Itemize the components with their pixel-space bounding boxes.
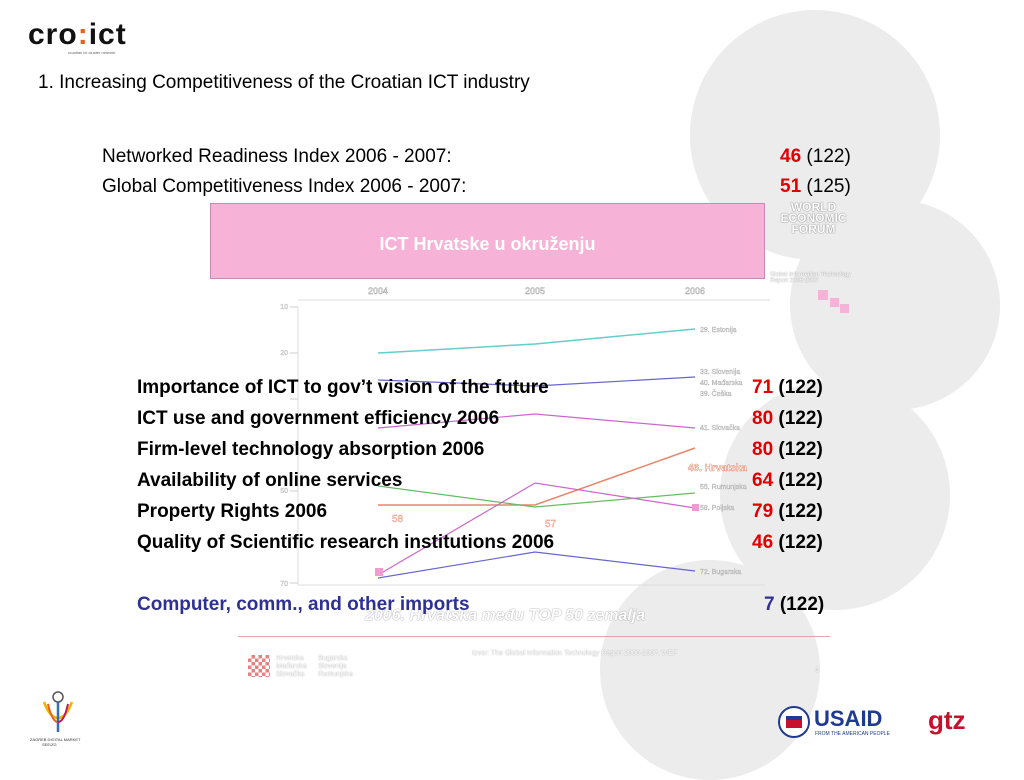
legend-item: Slovenija (318, 663, 347, 670)
series-label: 72. Bugarska (700, 569, 741, 576)
embedded-chart: 2004 2005 2006 10 20 50 70 29. Estonija … (280, 286, 770, 588)
series-line (377, 482, 696, 576)
usaid-seal-icon (778, 706, 810, 738)
indicator-value: 64 (122) (752, 470, 823, 491)
year-label: 2004 (368, 286, 388, 296)
series-label: 58. Poljska (700, 505, 734, 512)
source-note: Izvor: The Global Information Technology… (472, 650, 678, 657)
wef-square (818, 290, 828, 300)
wef-subtitle: Global Information Technology Report 200… (770, 272, 851, 284)
year-label: 2006 (685, 286, 705, 296)
series-line (377, 376, 696, 387)
usaid-name: USAID (814, 706, 883, 731)
series-label: 29. Estonija (700, 327, 737, 334)
indicator-value: 46 (122) (752, 532, 823, 553)
y-tick: 70 (280, 581, 288, 588)
figure-icon (42, 691, 74, 732)
legend-item: Hrvatska (276, 655, 304, 662)
imports-label: Computer, comm., and other imports (137, 594, 470, 615)
page-number: 6 (815, 667, 819, 674)
indicator-label: Firm-level technology absorption 2006 (137, 439, 485, 460)
series-label: 39. Češka (700, 389, 732, 398)
index-value: 51 (125) (780, 176, 851, 197)
index-value: 46 (122) (780, 146, 851, 167)
croict-logo-subtitle: croatian ict cluster network (68, 50, 116, 55)
series-line (378, 447, 696, 506)
series-label: 55. Rumunjska (700, 484, 747, 491)
indicator-value: 71 (122) (752, 377, 823, 398)
croict-logo: cro:ict (28, 18, 127, 51)
indicator-value: 79 (122) (752, 501, 823, 522)
indicator-label: Quality of Scientific research instituti… (137, 532, 555, 553)
index-label: Networked Readiness Index 2006 - 2007: (102, 146, 452, 167)
y-tick: 50 (280, 488, 288, 495)
indicator-label: Availability of online services (137, 470, 403, 491)
zdm-logo-text: ZAGREB DIGITAL MARKET (30, 737, 81, 742)
embedded-footer: 2006. Hrvatska među TOP 50 zemalja (365, 607, 646, 624)
wef-square (830, 298, 839, 307)
indicator-value: 80 (122) (752, 408, 823, 429)
index-label: Global Competitiveness Index 2006 - 2007… (102, 176, 467, 197)
croatia-checkerboard-icon (248, 655, 270, 677)
series-label: 41. Slovačka (700, 425, 740, 432)
ghost-value: 57 (545, 519, 557, 530)
embedded-title-box: ICT Hrvatske u okruženju (210, 203, 765, 279)
background-circle (790, 200, 1000, 410)
series-line (377, 485, 696, 508)
data-marker (375, 568, 383, 576)
indicator-label: Importance of ICT to gov’t vision of the… (137, 377, 549, 398)
ghost-value: 58 (392, 514, 404, 525)
usaid-logo: USAID FROM THE AMERICAN PEOPLE (778, 706, 908, 742)
indicator-label: ICT use and government efficiency 2006 (137, 408, 500, 429)
zdm-logo: ZAGREB DIGITAL MARKET SEE/ZG (30, 688, 90, 747)
series-label: 46. Hrvatska (688, 463, 747, 474)
y-tick: 20 (280, 350, 288, 357)
series-line (377, 413, 696, 429)
legend-item: Slovačka (276, 671, 305, 678)
legend-item: Bugarska (318, 655, 348, 662)
embedded-slide: ICT Hrvatske u okruženju WORLD ECONOMIC … (210, 200, 870, 624)
indicator-value: 80 (122) (752, 439, 823, 460)
series-label: 40. Mađarska (700, 380, 743, 387)
divider (238, 636, 830, 637)
slide-heading: 1. Increasing Competitiveness of the Cro… (38, 72, 530, 93)
y-tick: 10 (280, 304, 288, 311)
zdm-logo-subtext: SEE/ZG (42, 742, 57, 747)
wef-square (840, 304, 849, 313)
series-line (377, 551, 696, 579)
background-circle (600, 560, 820, 780)
legend-item: Mađarska (276, 663, 307, 670)
series-label: 33. Slovenija (700, 369, 740, 376)
series-line (377, 328, 696, 354)
data-marker (692, 504, 699, 511)
year-label: 2005 (525, 286, 545, 296)
embedded-title: ICT Hrvatske u okruženju (379, 234, 596, 254)
legend-item: Rumunjska (318, 671, 354, 678)
usaid-tagline: FROM THE AMERICAN PEOPLE (815, 731, 890, 737)
imports-value: 7 (122) (764, 594, 825, 615)
wef-logo: WORLD ECONOMIC FORUM (780, 200, 847, 236)
gtz-logo: gtz (928, 705, 966, 735)
indicator-label: Property Rights 2006 (137, 501, 328, 522)
